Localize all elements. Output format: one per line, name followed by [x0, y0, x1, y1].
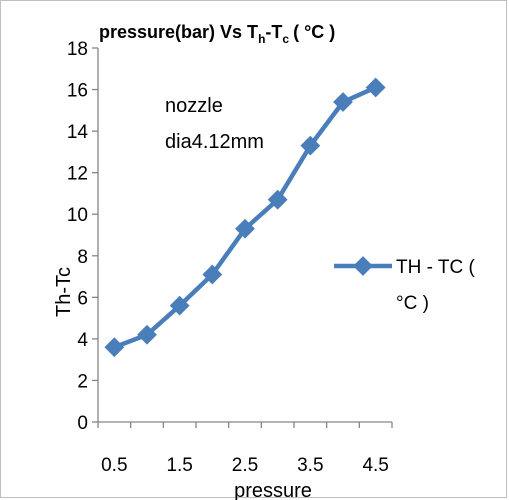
y-tick-label: 0 [77, 413, 88, 434]
x-tick-label: 1.5 [166, 455, 192, 476]
y-tick-label: 8 [77, 247, 88, 268]
y-tick-label: 6 [77, 288, 88, 309]
title-main: pressure(bar) Vs T [99, 22, 258, 42]
annotation-line-2: dia4.12mm [165, 131, 264, 153]
y-tick-label: 14 [67, 122, 89, 143]
legend: TH - TC ( °C ) [334, 256, 475, 314]
data-point-marker [169, 295, 190, 316]
legend-label-line-2: °C ) [396, 293, 429, 314]
y-axis-ticks: 0 2 4 6 8 10 12 14 16 18 [67, 39, 98, 434]
data-point-marker [365, 77, 386, 98]
legend-label-line-1: TH - TC ( [396, 257, 475, 278]
x-axis-title: pressure [234, 480, 312, 500]
y-tick-label: 2 [77, 371, 88, 392]
x-tick-label: 0.5 [101, 455, 127, 476]
x-tick-label: 2.5 [232, 455, 258, 476]
y-tick-label: 10 [67, 205, 88, 226]
y-tick-label: 18 [67, 39, 88, 60]
data-point-marker [137, 324, 157, 345]
y-tick-label: 12 [67, 164, 88, 185]
title-sub-c: c [282, 32, 289, 46]
x-axis-ticks: 0.5 1.5 2.5 3.5 4.5 [97, 422, 393, 476]
y-axis-title: Th-Tc [53, 267, 75, 317]
x-tick-label: 3.5 [297, 455, 323, 476]
data-point-marker [104, 337, 125, 358]
y-tick-label: 16 [67, 81, 88, 102]
annotation-line-1: nozzle [165, 95, 223, 117]
legend-marker-swatch [353, 256, 373, 276]
title-mid: -T [265, 22, 282, 42]
chart-title: pressure(bar) Vs Th-Tc ( °C ) [99, 22, 335, 46]
series-line [113, 85, 377, 350]
title-tail: ( °C ) [293, 22, 335, 42]
data-point-marker [235, 218, 255, 239]
series-group [104, 77, 386, 358]
data-point-marker [300, 135, 321, 156]
x-tick-label: 4.5 [362, 455, 388, 476]
data-point-marker [333, 92, 353, 112]
data-point-marker [267, 189, 288, 210]
title-sub-h: h [258, 32, 265, 46]
data-point-marker [202, 264, 223, 285]
y-tick-label: 4 [77, 330, 88, 351]
